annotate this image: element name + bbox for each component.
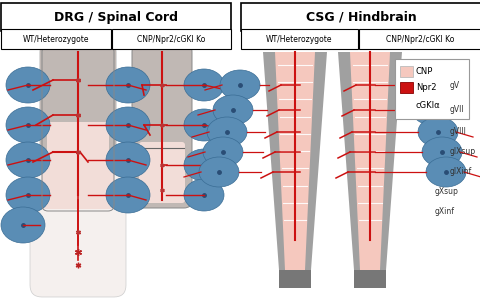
Ellipse shape	[106, 67, 150, 103]
FancyBboxPatch shape	[1, 29, 111, 49]
Text: cGKIα: cGKIα	[416, 100, 441, 109]
FancyBboxPatch shape	[139, 142, 185, 203]
Ellipse shape	[405, 70, 445, 100]
Ellipse shape	[426, 157, 466, 187]
Text: gVIII: gVIII	[450, 128, 467, 136]
Text: gVII: gVII	[450, 106, 465, 115]
Ellipse shape	[199, 157, 239, 187]
Ellipse shape	[184, 109, 224, 141]
Polygon shape	[279, 270, 311, 288]
FancyBboxPatch shape	[42, 121, 114, 209]
Text: gIXinf: gIXinf	[450, 167, 472, 176]
Ellipse shape	[203, 137, 243, 167]
Text: CNP/Npr2/cGKI Ko: CNP/Npr2/cGKI Ko	[386, 34, 454, 43]
Text: gV: gV	[450, 80, 460, 89]
Text: WT/Heterozygote: WT/Heterozygote	[266, 34, 332, 43]
Ellipse shape	[106, 177, 150, 213]
Text: CNP: CNP	[416, 67, 433, 76]
FancyBboxPatch shape	[241, 3, 480, 31]
Text: gIXsup: gIXsup	[450, 148, 476, 157]
Ellipse shape	[422, 137, 462, 167]
FancyBboxPatch shape	[1, 3, 231, 31]
Ellipse shape	[106, 142, 150, 178]
Text: gXsup: gXsup	[435, 188, 459, 196]
Ellipse shape	[184, 149, 224, 181]
FancyBboxPatch shape	[132, 44, 192, 208]
Ellipse shape	[184, 179, 224, 211]
Text: CNP/Npr2/cGKI Ko: CNP/Npr2/cGKI Ko	[137, 34, 205, 43]
FancyBboxPatch shape	[399, 65, 412, 76]
Ellipse shape	[184, 69, 224, 101]
Ellipse shape	[6, 107, 50, 143]
Ellipse shape	[6, 177, 50, 213]
Ellipse shape	[213, 95, 253, 125]
Polygon shape	[354, 270, 386, 288]
Polygon shape	[338, 52, 402, 270]
FancyBboxPatch shape	[40, 44, 116, 188]
FancyBboxPatch shape	[395, 59, 469, 119]
FancyBboxPatch shape	[47, 122, 109, 203]
Text: WT/Heterozygote: WT/Heterozygote	[23, 34, 89, 43]
Text: DRG / Spinal Cord: DRG / Spinal Cord	[54, 11, 178, 23]
Ellipse shape	[412, 95, 452, 125]
Ellipse shape	[6, 67, 50, 103]
FancyBboxPatch shape	[30, 153, 126, 297]
Polygon shape	[263, 52, 327, 270]
Ellipse shape	[207, 117, 247, 147]
Text: gXinf: gXinf	[435, 208, 455, 217]
Ellipse shape	[418, 117, 458, 147]
Ellipse shape	[106, 107, 150, 143]
FancyBboxPatch shape	[40, 44, 116, 153]
Polygon shape	[275, 52, 315, 270]
Ellipse shape	[220, 70, 260, 100]
FancyBboxPatch shape	[241, 29, 358, 49]
Text: Npr2: Npr2	[416, 82, 436, 91]
Ellipse shape	[1, 207, 45, 243]
Ellipse shape	[6, 142, 50, 178]
Polygon shape	[350, 52, 390, 270]
FancyBboxPatch shape	[112, 29, 231, 49]
FancyBboxPatch shape	[399, 82, 412, 92]
Text: CSG / Hindbrain: CSG / Hindbrain	[306, 11, 416, 23]
FancyBboxPatch shape	[359, 29, 480, 49]
